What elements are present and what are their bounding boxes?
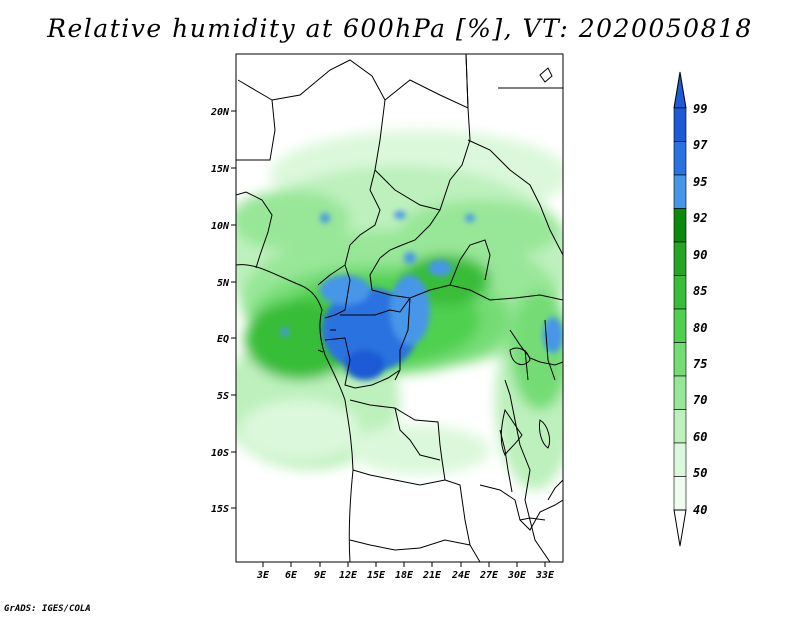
colorbar xyxy=(673,71,687,547)
colorbar-segment xyxy=(673,275,687,310)
lat-label-5s: 5S xyxy=(217,391,229,402)
colorbar-segment xyxy=(673,308,687,343)
colorbar-segment xyxy=(673,208,687,243)
lon-label-3e: 3E xyxy=(256,570,270,581)
colorbar-segment xyxy=(673,174,687,209)
colorbar-top-arrow xyxy=(673,71,687,109)
colorbar-segments xyxy=(673,107,687,511)
colorbar-label-60: 60 xyxy=(693,430,707,444)
map-title: Relative humidity at 600hPa [%], VT: 202… xyxy=(47,14,753,43)
lon-label-30e: 30E xyxy=(507,570,527,581)
colorbar-label-75: 75 xyxy=(693,357,707,371)
colorbar-label-70: 70 xyxy=(693,393,707,407)
lat-label-15n: 15N xyxy=(211,164,230,175)
lon-label-9e: 9E xyxy=(314,570,327,581)
lon-label-12e: 12E xyxy=(339,570,358,581)
latitude-axis xyxy=(231,110,236,509)
lon-label-33e: 33E xyxy=(535,570,555,581)
map-frame xyxy=(235,53,564,563)
colorbar-segment xyxy=(673,342,687,377)
colorbar-segment xyxy=(673,409,687,444)
lon-label-27e: 27E xyxy=(479,570,499,581)
lat-label-eq: EQ xyxy=(217,334,229,345)
colorbar-label-90: 90 xyxy=(693,248,707,262)
colorbar-segment xyxy=(673,107,687,142)
colorbar-label-80: 80 xyxy=(693,321,707,335)
lat-label-15s: 15S xyxy=(211,504,229,515)
lat-label-10n: 10N xyxy=(211,221,230,232)
grads-credit: GrADS: IGES/COLA xyxy=(4,604,91,614)
colorbar-bottom-arrow xyxy=(673,509,687,547)
lat-label-5n: 5N xyxy=(217,278,230,289)
colorbar-segment xyxy=(673,141,687,176)
colorbar-label-92: 92 xyxy=(693,211,707,225)
humidity-core xyxy=(281,211,563,380)
map-area xyxy=(236,54,563,562)
colorbar-label-50: 50 xyxy=(693,466,707,480)
colorbar-segment xyxy=(673,476,687,511)
colorbar-segment xyxy=(673,442,687,477)
lat-label-20n: 20N xyxy=(210,107,230,118)
lon-label-21e: 21E xyxy=(422,570,442,581)
lon-label-18e: 18E xyxy=(395,570,414,581)
colorbar-label-85: 85 xyxy=(693,284,707,298)
longitude-axis xyxy=(262,562,546,567)
colorbar-label-99: 99 xyxy=(693,102,707,116)
colorbar-label-97: 97 xyxy=(693,138,708,152)
colorbar-segment xyxy=(673,375,687,410)
colorbar-segment xyxy=(673,241,687,276)
lon-label-15e: 15E xyxy=(367,570,386,581)
country-borders xyxy=(236,54,563,562)
lon-label-6e: 6E xyxy=(285,570,298,581)
lat-label-10s: 10S xyxy=(211,448,229,459)
colorbar-label-40: 40 xyxy=(693,503,707,517)
colorbar-label-95: 95 xyxy=(693,175,707,189)
lon-label-24e: 24E xyxy=(451,570,471,581)
